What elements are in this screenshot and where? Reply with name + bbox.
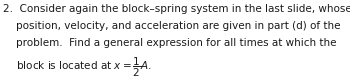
Text: block is located at $x = \dfrac{1}{2}A$.: block is located at $x = \dfrac{1}{2}A$. bbox=[4, 55, 153, 79]
Text: problem.  Find a general expression for all times at which the: problem. Find a general expression for a… bbox=[4, 38, 337, 48]
Text: position, velocity, and acceleration are given in part (d) of the: position, velocity, and acceleration are… bbox=[4, 21, 341, 31]
Text: 2.  Consider again the block–spring system in the last slide, whose: 2. Consider again the block–spring syste… bbox=[4, 4, 350, 14]
